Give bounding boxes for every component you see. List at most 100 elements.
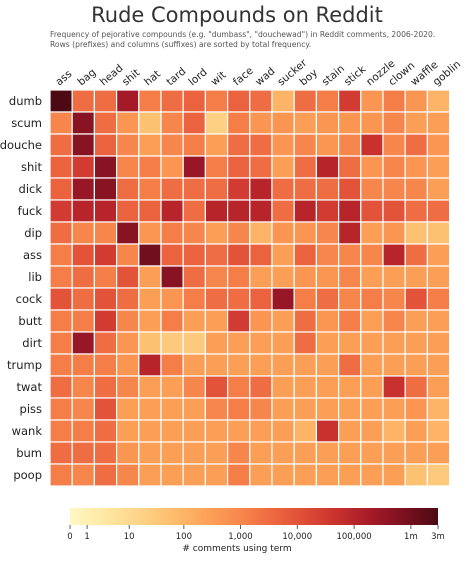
row-label-shit: shit (21, 160, 42, 174)
cell-dumb-stick (338, 89, 362, 113)
cell-wank-face (227, 419, 251, 443)
cell-cock-ass (49, 287, 73, 311)
cell-dirt-face (227, 331, 251, 355)
cell-douche-head (93, 133, 118, 157)
cell-butt-nozzle (360, 309, 384, 333)
cell-scum-face (227, 111, 251, 135)
cell-dumb-stain (315, 89, 340, 113)
cell-trump-shit (115, 353, 140, 377)
cell-lib-nozzle (360, 265, 384, 289)
cell-twat-face (227, 375, 251, 399)
cell-dumb-hat (138, 89, 162, 113)
cell-poop-nozzle (360, 463, 384, 487)
cell-shit-tard (160, 155, 184, 179)
cell-cock-hat (138, 287, 162, 311)
cell-dick-waffle (404, 177, 429, 201)
cell-dirt-wit (204, 331, 229, 355)
cell-dick-nozzle (360, 177, 384, 201)
cell-dumb-boy (293, 89, 318, 113)
cell-scum-sucker (271, 111, 295, 135)
cell-trump-stain (315, 353, 340, 377)
cell-douche-clown (382, 133, 406, 157)
cell-dip-sucker (271, 221, 295, 245)
cell-ass-boy (293, 243, 318, 267)
colorbar-tick-label: 1,000 (228, 532, 252, 542)
cell-scum-wit (204, 111, 229, 135)
cell-dip-hat (138, 221, 162, 245)
cell-douche-bag (71, 133, 95, 157)
cell-dumb-ass (49, 89, 73, 113)
cell-fuck-stain (315, 199, 340, 223)
cell-douche-hat (138, 133, 162, 157)
cell-twat-tard (160, 375, 184, 399)
cell-wank-nozzle (360, 419, 384, 443)
cell-fuck-sucker (271, 199, 295, 223)
cell-bum-wad (249, 441, 273, 465)
cell-lib-lord (182, 265, 206, 289)
cell-scum-hat (138, 111, 162, 135)
cell-wank-head (93, 419, 118, 443)
cell-ass-shit (115, 243, 140, 267)
colorbar-tick-label: 100,000 (336, 532, 371, 542)
cell-butt-boy (293, 309, 318, 333)
cell-wank-lord (182, 419, 206, 443)
cell-wank-stick (338, 419, 362, 443)
cell-douche-wad (249, 133, 273, 157)
cell-poop-wit (204, 463, 229, 487)
cell-wank-wit (204, 419, 229, 443)
cell-scum-nozzle (360, 111, 384, 135)
cell-twat-ass (49, 375, 73, 399)
cell-ass-wad (249, 243, 273, 267)
cell-wank-tard (160, 419, 184, 443)
cell-ass-nozzle (360, 243, 384, 267)
cell-piss-face (227, 397, 251, 421)
cell-dirt-bag (71, 331, 95, 355)
cell-trump-nozzle (360, 353, 384, 377)
cell-dip-wad (249, 221, 273, 245)
cell-wank-goblin (426, 419, 451, 443)
cell-lib-ass (49, 265, 73, 289)
cell-trump-head (93, 353, 118, 377)
cell-scum-stain (315, 111, 340, 135)
cell-piss-wad (249, 397, 273, 421)
cell-dumb-head (93, 89, 118, 113)
cell-lib-shit (115, 265, 140, 289)
cell-dumb-lord (182, 89, 206, 113)
column-label-bag: bag (76, 66, 99, 88)
cell-dumb-face (227, 89, 251, 113)
cell-shit-ass (49, 155, 73, 179)
row-labels: dumb scum douche shit dick fuck dip ass lib cock b… (0, 94, 42, 482)
cell-dirt-goblin (426, 331, 451, 355)
cell-poop-lord (182, 463, 206, 487)
cell-dumb-tard (160, 89, 184, 113)
cell-dumb-shit (115, 89, 140, 113)
cell-dip-nozzle (360, 221, 384, 245)
cell-shit-boy (293, 155, 318, 179)
cell-wank-stain (315, 419, 340, 443)
cell-piss-clown (382, 397, 406, 421)
cell-bum-boy (293, 441, 318, 465)
cell-douche-goblin (426, 133, 451, 157)
cell-twat-waffle (404, 375, 429, 399)
cell-butt-head (93, 309, 118, 333)
cell-trump-lord (182, 353, 206, 377)
cell-butt-shit (115, 309, 140, 333)
cell-ass-head (93, 243, 118, 267)
cell-wank-boy (293, 419, 318, 443)
cell-dumb-wad (249, 89, 273, 113)
cell-fuck-goblin (426, 199, 451, 223)
cell-shit-hat (138, 155, 162, 179)
cell-dirt-sucker (271, 331, 295, 355)
cell-dip-lord (182, 221, 206, 245)
cell-twat-sucker (271, 375, 295, 399)
cell-bum-stick (338, 441, 362, 465)
cell-cock-lord (182, 287, 206, 311)
cell-poop-shit (115, 463, 140, 487)
cell-ass-wit (204, 243, 229, 267)
row-label-dick: dick (19, 182, 43, 196)
cell-dip-face (227, 221, 251, 245)
cell-shit-lord (182, 155, 206, 179)
cell-trump-sucker (271, 353, 295, 377)
cell-twat-wad (249, 375, 273, 399)
cell-trump-bag (71, 353, 95, 377)
